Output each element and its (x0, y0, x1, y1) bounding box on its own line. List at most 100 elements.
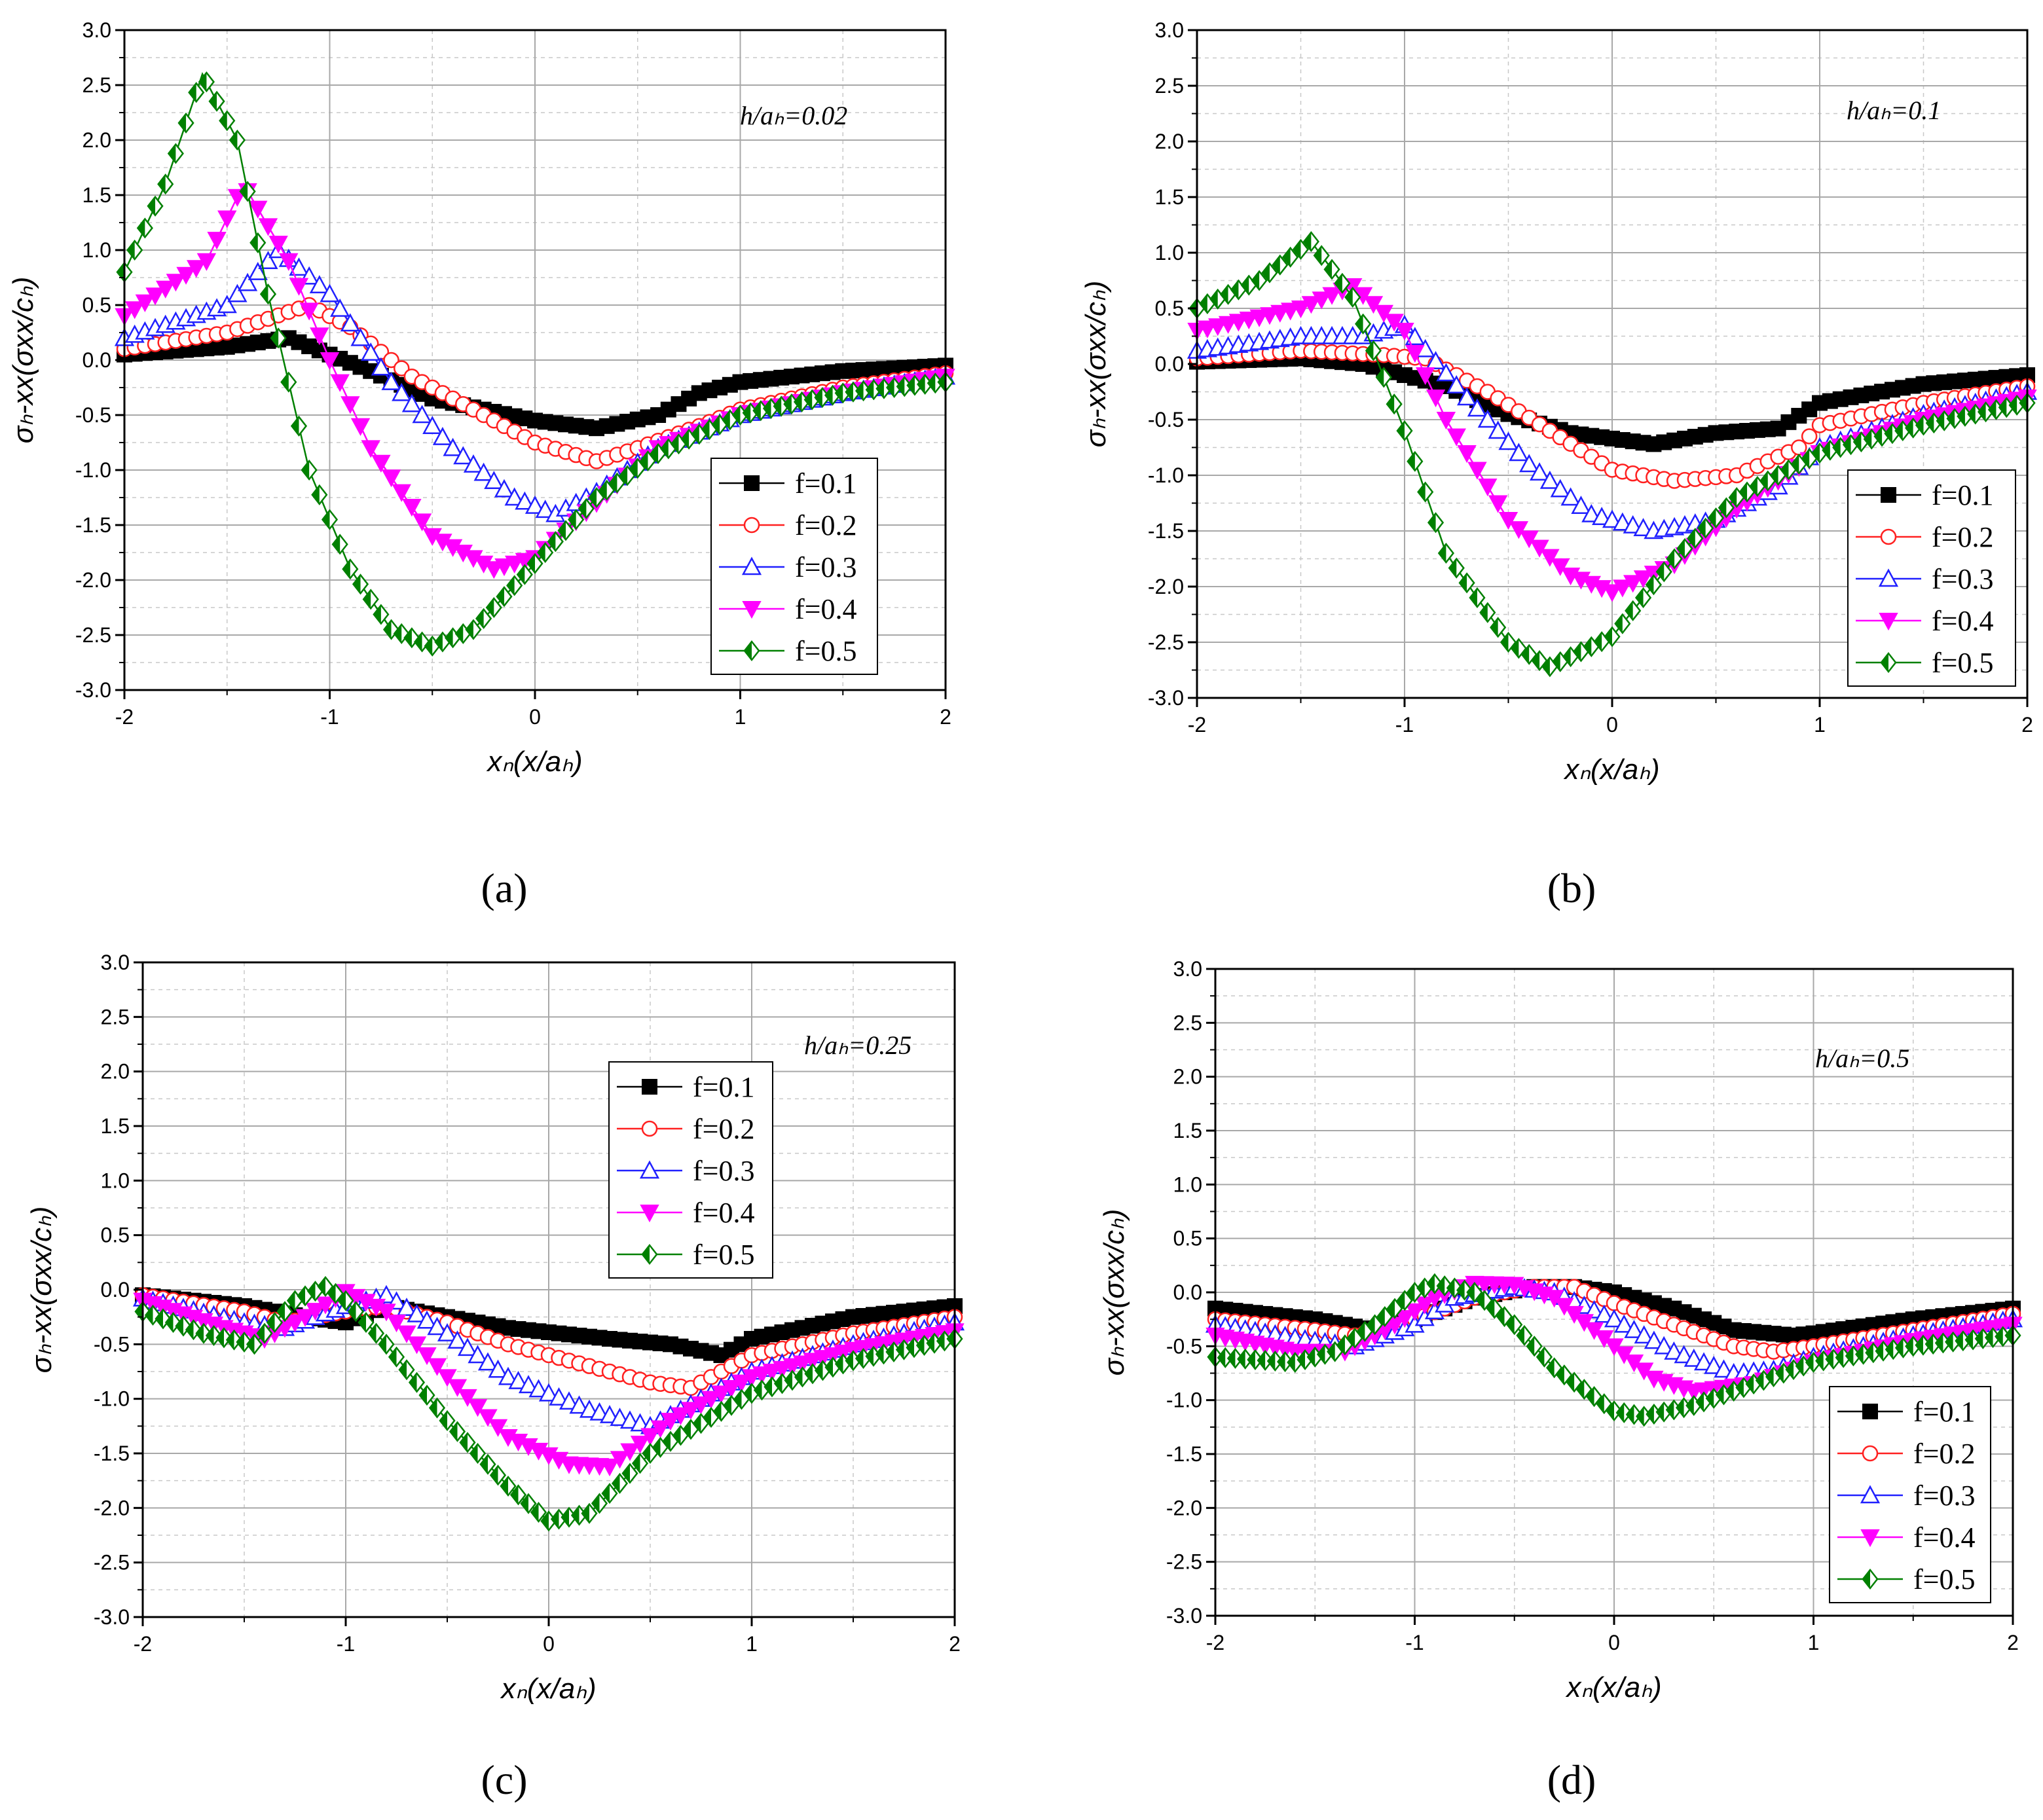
y-tick-label: 0.5 (1155, 297, 1184, 320)
data-point (270, 327, 287, 349)
data-point (498, 1366, 519, 1385)
data-point (640, 1428, 660, 1446)
data-point (1488, 420, 1508, 439)
data-point (479, 1453, 496, 1475)
data-point (330, 374, 350, 392)
data-point (295, 1309, 315, 1327)
data-point (631, 1453, 649, 1474)
data-point (473, 462, 494, 481)
chart-panel-2: -2 -1 0 1 2 -3.0 -2.5 -2.0 -1.5 -1.0 -0.5 0.0 0.5 1.0… (1080, 18, 2038, 911)
data-point (1261, 262, 1278, 283)
data-point (1519, 454, 1539, 473)
annotation-ratio: h/aₕ=0.1 (1847, 96, 1941, 125)
data-point (803, 1353, 822, 1371)
data-point (1282, 246, 1299, 268)
series-f-0.5 (134, 1275, 963, 1532)
data-point (865, 1345, 882, 1367)
data-point (225, 1329, 243, 1351)
data-point (1707, 507, 1725, 529)
y-tick-label: 3.0 (83, 18, 111, 42)
data-point (1704, 1355, 1724, 1374)
data-point (316, 1296, 335, 1315)
data-point (1645, 574, 1662, 596)
data-point (280, 371, 297, 393)
data-point (515, 491, 535, 510)
data-point (392, 382, 412, 401)
data-point (661, 1413, 680, 1431)
legend-label: f=0.4 (693, 1197, 754, 1229)
data-point (1530, 539, 1549, 558)
data-point (156, 280, 175, 299)
data-point (299, 302, 319, 321)
legend-item: f=0.3 (1837, 1480, 1975, 1512)
data-point (484, 561, 504, 579)
series-f-0.5 (116, 71, 954, 657)
data-point (427, 1317, 447, 1336)
x-tick-label: 0 (1608, 1631, 1620, 1654)
data-point (352, 573, 369, 595)
data-point (427, 1358, 447, 1376)
data-point (392, 484, 411, 502)
data-point (516, 564, 533, 585)
y-tick-label: 3.0 (1173, 957, 1202, 981)
data-point (412, 405, 432, 424)
data-point (383, 352, 399, 369)
data-point (1467, 398, 1488, 417)
x-tick-label: 2 (2021, 713, 2033, 737)
data-point (350, 327, 371, 346)
data-point (578, 498, 595, 519)
data-point (600, 1459, 619, 1477)
data-point (518, 1375, 539, 1394)
data-point (1498, 431, 1518, 450)
data-point (1614, 613, 1631, 634)
data-point (246, 1334, 263, 1355)
data-point (1260, 307, 1279, 325)
data-point (581, 1502, 598, 1524)
data-point (320, 283, 340, 302)
data-point (195, 1322, 212, 1344)
panel-label: (a) (481, 865, 527, 911)
data-point (437, 1369, 457, 1387)
y-tick-label: 1.5 (83, 183, 111, 207)
data-point (1292, 238, 1310, 260)
y-axis-title: σₕ-xx(σxx/cₕ) (26, 1207, 58, 1374)
data-point (1395, 323, 1414, 341)
y-tick-label: 3.0 (1155, 18, 1184, 42)
data-point (124, 301, 145, 319)
data-point (358, 1311, 375, 1334)
y-tick-label: -3.0 (1166, 1604, 1202, 1628)
data-point (311, 484, 328, 505)
data-point (248, 200, 268, 219)
data-point (285, 1315, 305, 1333)
y-tick-label: -3.0 (94, 1605, 130, 1629)
data-point (1560, 487, 1581, 506)
data-point (711, 1385, 731, 1404)
data-point (310, 327, 329, 346)
data-point (1456, 1279, 1473, 1301)
panel-label: (d) (1547, 1756, 1596, 1803)
data-point (557, 520, 574, 541)
legend-item: f=0.5 (719, 635, 856, 667)
data-point (1270, 304, 1290, 323)
y-tick-label: -1.0 (1148, 464, 1184, 487)
data-point (407, 1303, 427, 1322)
legend-marker (641, 1120, 658, 1137)
legend-marker (744, 475, 760, 491)
data-point (538, 1383, 559, 1402)
legend-item: f=0.5 (1856, 647, 1993, 679)
data-point (537, 541, 554, 564)
data-point (469, 1442, 487, 1465)
data-point (1405, 1303, 1425, 1321)
data-point (258, 251, 278, 270)
data-point (386, 1315, 407, 1333)
y-tick-label: 2.0 (1173, 1065, 1202, 1089)
data-point (488, 1359, 508, 1378)
x-tick-label: 0 (529, 705, 541, 729)
data-point (1478, 479, 1498, 497)
y-tick-label: -1.5 (1166, 1442, 1202, 1466)
data-point (1633, 518, 1653, 536)
data-point (276, 1301, 293, 1322)
data-point (239, 181, 256, 202)
data-point (1602, 584, 1622, 602)
data-point (599, 1405, 620, 1423)
